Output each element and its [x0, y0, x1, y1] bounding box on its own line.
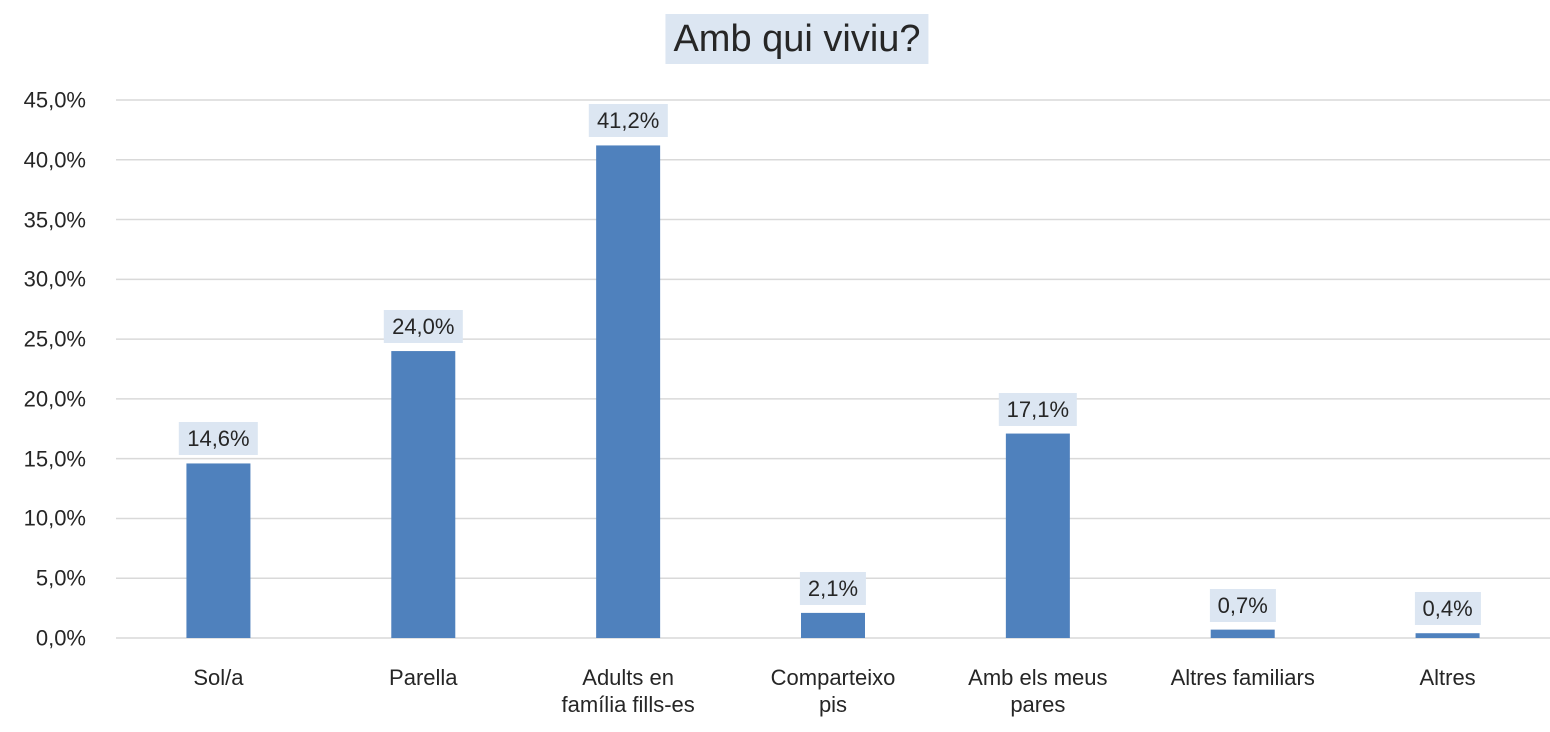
- bar: [391, 351, 456, 638]
- data-label: 0,4%: [1414, 592, 1481, 626]
- x-tick-label: Amb els meus pares: [968, 665, 1108, 717]
- y-tick-label: 15,0%: [23, 446, 86, 472]
- y-tick-label: 40,0%: [23, 147, 86, 173]
- bar: [596, 145, 661, 639]
- data-label: 14,6%: [179, 422, 258, 456]
- chart-title: Amb qui viviu?: [665, 14, 929, 64]
- y-tick-label: 30,0%: [23, 266, 86, 292]
- data-label: 2,1%: [799, 571, 867, 605]
- x-tick-label: Altres familiars: [1170, 665, 1315, 690]
- bar: [1005, 433, 1070, 638]
- bar: [1415, 633, 1480, 638]
- y-tick-label: 35,0%: [23, 207, 86, 233]
- data-label: 24,0%: [384, 310, 463, 344]
- y-tick-label: 10,0%: [23, 505, 86, 531]
- y-tick-label: 0,0%: [35, 625, 86, 651]
- y-tick-label: 20,0%: [23, 386, 86, 412]
- x-tick-label: Comparteixo pis: [770, 665, 896, 717]
- x-tick-label: Sol/a: [193, 665, 244, 690]
- y-tick-label: 25,0%: [23, 326, 86, 352]
- y-tick-label: 5,0%: [35, 565, 86, 591]
- bar: [1210, 629, 1275, 638]
- bar: [801, 612, 865, 638]
- x-tick-label: Parella: [389, 665, 458, 690]
- bar: [186, 463, 251, 638]
- x-tick-label: Adults en família fills-es: [561, 665, 695, 717]
- x-tick-label: Altres: [1419, 665, 1476, 690]
- data-label: 41,2%: [588, 104, 668, 138]
- data-label: 0,7%: [1209, 588, 1276, 622]
- y-tick-label: 45,0%: [23, 87, 86, 113]
- data-label: 17,1%: [998, 392, 1078, 426]
